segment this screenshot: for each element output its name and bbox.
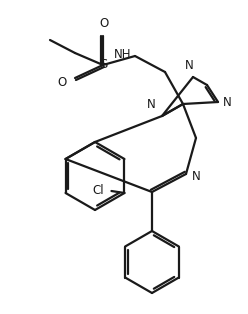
Text: N: N — [147, 98, 156, 111]
Text: N: N — [192, 170, 201, 182]
Text: Cl: Cl — [93, 185, 104, 198]
Text: O: O — [58, 75, 67, 89]
Text: NH: NH — [114, 47, 131, 61]
Text: N: N — [185, 59, 193, 72]
Text: S: S — [99, 58, 107, 72]
Text: O: O — [99, 17, 109, 30]
Text: N: N — [223, 95, 232, 109]
